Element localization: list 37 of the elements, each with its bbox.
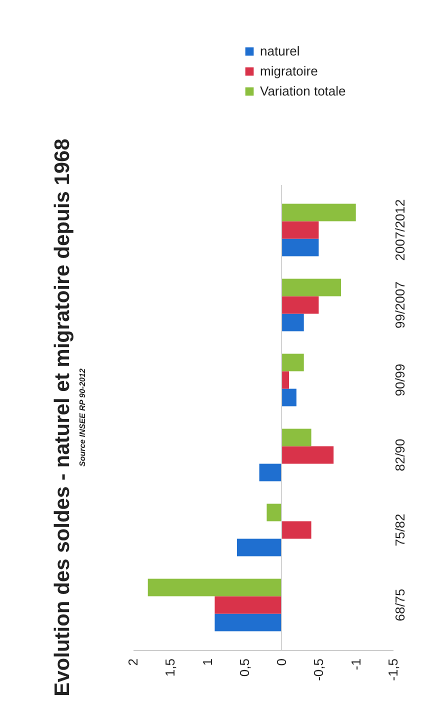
y-tick-label: 82/90 [392,438,408,472]
y-tick-label: 2007/2012 [392,199,408,261]
bar [282,446,334,464]
bar [282,354,304,372]
bar [282,238,319,256]
bar [214,596,282,614]
y-tick-label: 90/99 [392,364,408,396]
text: Evolution des soldes - naturel et migratoire depuis 1968 [51,138,74,696]
bar [148,578,282,596]
x-tick-label: 2 [126,658,140,666]
legend-label: migratoire [260,64,318,78]
bar [214,614,282,632]
y-tick-label: 75/82 [392,514,408,546]
x-tick-label: 0 [274,658,290,666]
y-tick-label: 99/2007 [392,282,408,328]
x-tick-label: 0,5 [236,658,252,677]
bar [266,504,282,522]
bar [282,428,312,446]
bar [282,278,341,296]
bar [282,221,319,239]
bar [282,521,312,539]
bar [282,314,304,332]
bar [259,464,282,482]
x-tick-label: -1,5 [386,658,400,681]
bar [282,371,289,389]
legend-label: Variation totale [260,84,346,98]
text: Source INSEE RP 90-2012 [78,368,87,466]
x-tick-label: -0,5 [311,658,326,681]
y-tick-label: 68/75 [392,588,408,622]
bar [282,388,296,406]
x-tick-label: 1,5 [162,658,178,677]
x-tick-label: 1 [200,658,215,666]
legend-label: naturel [260,44,300,58]
x-tick-label: -1 [348,658,364,670]
bar [282,204,356,222]
bar [282,296,319,314]
bar [237,538,282,556]
